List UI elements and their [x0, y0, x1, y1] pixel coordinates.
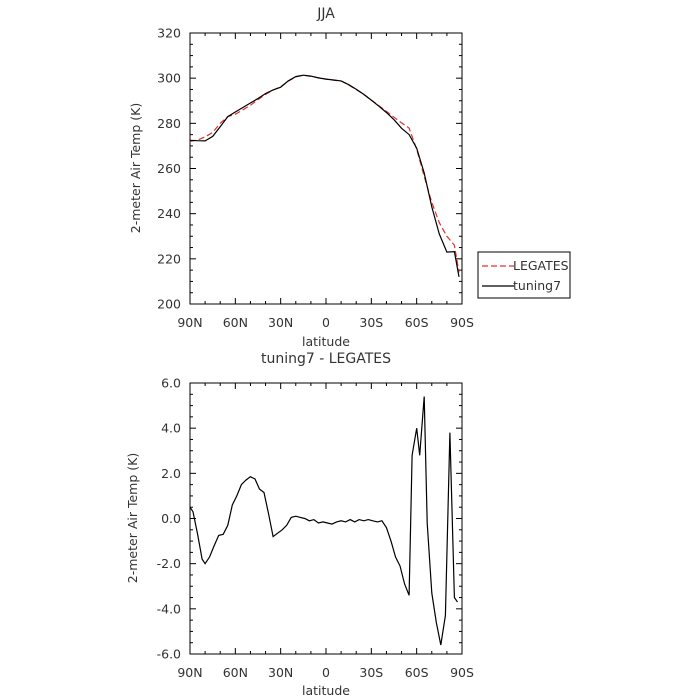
- x-tick-label: 90S: [450, 665, 474, 680]
- x-tick-label: 60S: [405, 315, 429, 330]
- x-tick-label: 30S: [359, 315, 383, 330]
- top-chart-x-tick-labels: 90N 60N 30N 0 30S 60S 90S: [177, 315, 474, 330]
- y-tick-label: 240: [157, 206, 181, 221]
- y-tick-label: -2.0: [157, 556, 181, 571]
- x-tick-label: 30N: [268, 665, 293, 680]
- x-tick-label: 0: [322, 665, 330, 680]
- y-tick-label: 280: [157, 116, 181, 131]
- x-tick-label: 30N: [268, 315, 293, 330]
- top-chart-title: JJA: [316, 6, 335, 22]
- y-tick-label: 2.0: [161, 466, 181, 481]
- x-tick-label: 60S: [405, 665, 429, 680]
- x-tick-label: 60N: [223, 665, 248, 680]
- top-chart-y-tick-labels: 200 220 240 260 280 300 320: [157, 26, 181, 312]
- series-line-difference: [189, 396, 458, 646]
- x-tick-label: 90N: [177, 665, 202, 680]
- bottom-chart-ticks: [189, 382, 463, 655]
- bottom-chart-x-axis-label: latitude: [302, 683, 350, 698]
- y-tick-label: -4.0: [157, 601, 181, 616]
- top-chart-y-axis-label: 2-meter Air Temp (K): [128, 103, 143, 233]
- y-tick-label: 0.0: [161, 511, 181, 526]
- y-tick-label: 220: [157, 251, 181, 266]
- bottom-chart-y-tick-labels: -6.0 -4.0 -2.0 0.0 2.0 4.0 6.0: [157, 376, 181, 662]
- x-tick-label: 60N: [223, 315, 248, 330]
- legend-label-legates: LEGATES: [513, 258, 569, 273]
- y-tick-label: -6.0: [157, 647, 181, 662]
- top-chart-ticks: [189, 32, 463, 305]
- y-tick-label: 260: [157, 161, 181, 176]
- x-tick-label: 0: [322, 315, 330, 330]
- bottom-chart-series: [189, 396, 458, 646]
- legend: LEGATES tuning7: [477, 251, 571, 299]
- legend-label-tuning7: tuning7: [513, 278, 561, 293]
- x-tick-label: 90S: [450, 315, 474, 330]
- top-chart-x-axis-label: latitude: [302, 334, 350, 349]
- series-line-tuning7: [189, 74, 460, 278]
- y-tick-label: 300: [157, 71, 181, 86]
- series-line-legates: [189, 74, 460, 273]
- x-tick-label: 30S: [359, 665, 383, 680]
- x-tick-label: 90N: [177, 315, 202, 330]
- bottom-chart-plot-frame: [189, 382, 463, 655]
- y-tick-label: 320: [157, 26, 181, 41]
- y-tick-label: 200: [157, 297, 181, 312]
- bottom-chart: tuning7 - LEGATES -6.0 -4.0 -2.0 0.0 2.0 4.0 6…: [125, 351, 474, 698]
- top-chart-plot-frame: [189, 32, 463, 305]
- top-chart-series: [189, 74, 460, 278]
- y-tick-label: 4.0: [161, 421, 181, 436]
- top-chart: JJA 200 220 240 260 280 300 320 90N 60N 30N 0 30S 6…: [128, 6, 571, 349]
- y-tick-label: 6.0: [161, 376, 181, 391]
- bottom-chart-title: tuning7 - LEGATES: [261, 351, 391, 367]
- legend-box: [477, 251, 571, 299]
- bottom-chart-y-axis-label: 2-meter Air Temp (K): [125, 453, 140, 583]
- bottom-chart-x-tick-labels: 90N 60N 30N 0 30S 60S 90S: [177, 665, 474, 680]
